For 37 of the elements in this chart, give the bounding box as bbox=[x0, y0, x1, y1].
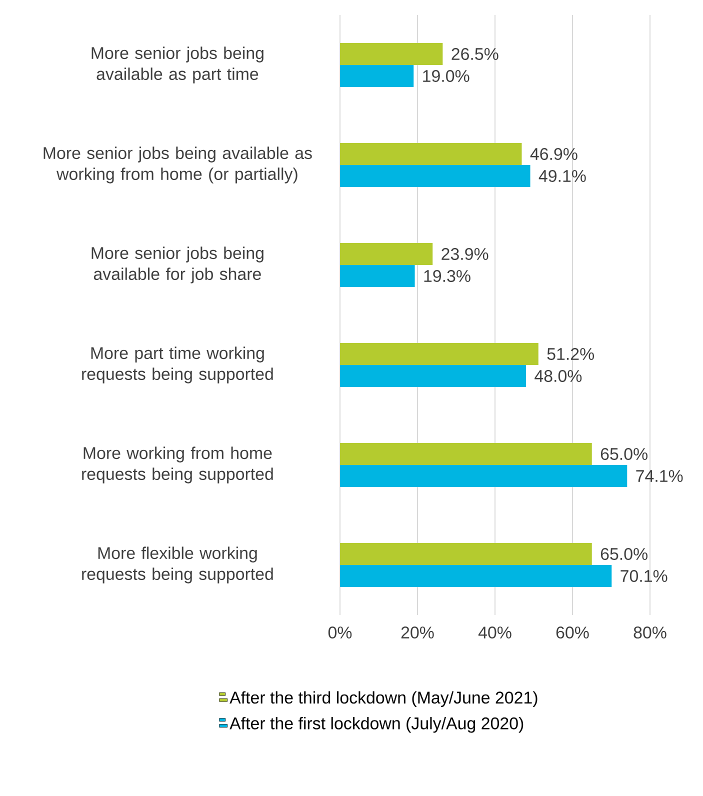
bar bbox=[340, 143, 522, 166]
data-label: 48.0% bbox=[534, 370, 582, 382]
y-tick-label: More senior jobs being available for job share bbox=[92, 246, 264, 284]
bar bbox=[340, 243, 433, 266]
data-label: 26.5% bbox=[452, 48, 498, 60]
x-tick-label: 40% bbox=[478, 626, 512, 639]
data-label: 19.3% bbox=[424, 270, 470, 282]
bar bbox=[340, 265, 415, 288]
bar bbox=[340, 565, 612, 588]
data-label: 23.9% bbox=[442, 248, 488, 260]
bar bbox=[340, 443, 592, 466]
data-label: 65.0% bbox=[600, 548, 648, 560]
bar bbox=[340, 43, 443, 66]
data-label: 70.1% bbox=[620, 570, 668, 582]
legend-label: After the first lockdown (July/Aug 2020) bbox=[230, 716, 524, 733]
data-label: 65.0% bbox=[600, 448, 648, 460]
x-tick-label: 20% bbox=[401, 626, 434, 639]
y-tick-label: More working from home requests being supported bbox=[82, 446, 273, 484]
bar bbox=[340, 165, 530, 188]
legend-label: After the third lockdown (May/June 2021) bbox=[230, 691, 538, 707]
y-tick-label: More senior jobs being available as working from home (or partially) bbox=[44, 146, 312, 184]
data-label: 74.1% bbox=[636, 470, 683, 482]
x-tick-label: 0% bbox=[328, 626, 352, 639]
bar bbox=[340, 465, 628, 488]
x-tick-label: 80% bbox=[634, 626, 666, 639]
data-label: 46.9% bbox=[530, 148, 578, 160]
bar bbox=[340, 65, 414, 88]
y-tick-label: More flexible working requests being supported bbox=[82, 546, 273, 584]
data-label: 51.2% bbox=[547, 348, 594, 360]
x-tick-label: 60% bbox=[556, 626, 589, 639]
data-label: 19.0% bbox=[423, 70, 470, 82]
bar bbox=[340, 365, 526, 388]
y-tick-label: More part time working requests being supported bbox=[82, 346, 273, 384]
data-label: 49.1% bbox=[538, 170, 586, 182]
bar bbox=[340, 543, 592, 566]
y-tick-label: More senior jobs being available as part time bbox=[92, 46, 264, 84]
bar bbox=[340, 343, 538, 366]
